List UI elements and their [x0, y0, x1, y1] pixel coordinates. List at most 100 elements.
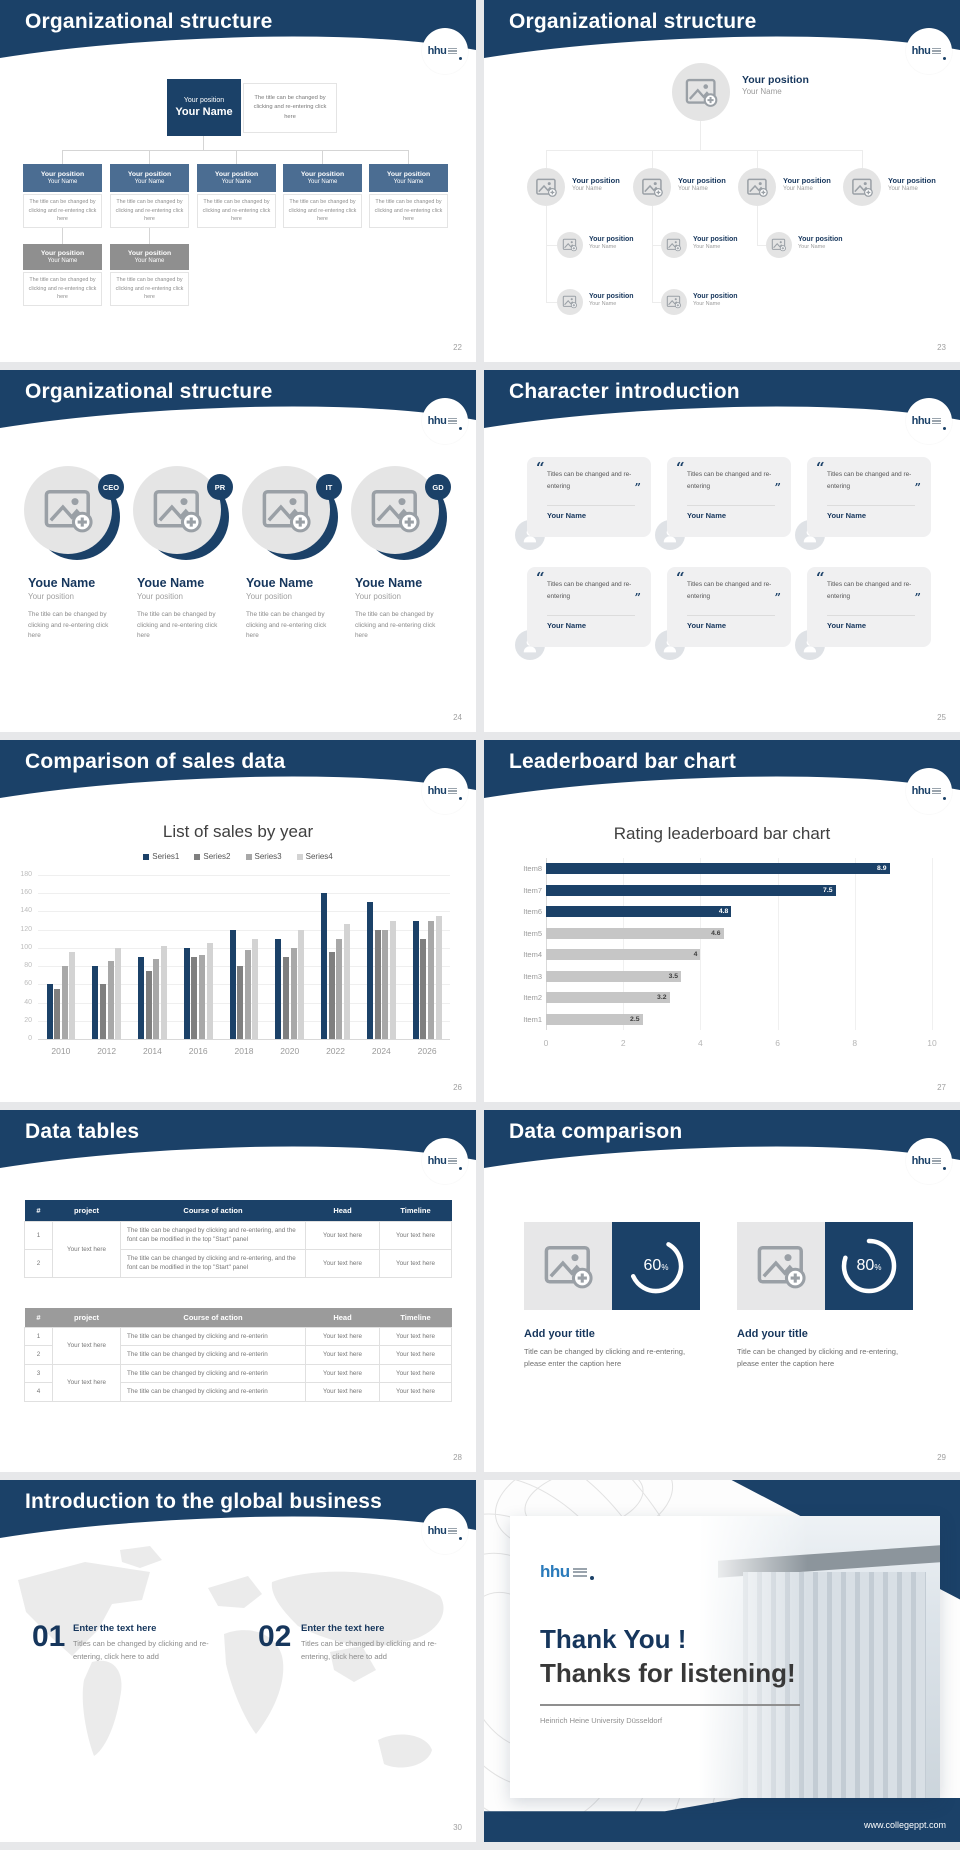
panel-title: Add your title	[737, 1328, 808, 1340]
person-label: Your position Your Name	[572, 176, 620, 192]
person-label: Your position Your Name	[693, 236, 738, 250]
y-category-label: Item1	[523, 1014, 542, 1024]
image-placeholder-box	[737, 1222, 825, 1310]
slide-thankyou-thumbnail[interactable]: hhu Thank You ! Thanks for listening! He…	[484, 1480, 960, 1842]
member-info: Youe Name Your position The title can be c…	[355, 576, 436, 640]
connector-line	[62, 150, 408, 151]
image-placeholder-icon	[542, 1240, 595, 1293]
table-row: 1 Your text here The title can be changed …	[24, 1221, 452, 1278]
thankyou-line1: Thank You !	[540, 1624, 687, 1654]
legend-swatch	[296, 853, 303, 860]
slide-26-thumbnail[interactable]: Comparison of sales data hhu List of sal…	[0, 740, 476, 1102]
person-label: Your position Your Name	[742, 74, 809, 96]
gridline	[38, 929, 450, 931]
bar-Series1	[229, 929, 236, 1039]
gridline	[38, 1020, 450, 1022]
bar-Item6	[546, 906, 732, 918]
bar-Item3	[546, 970, 682, 982]
hhu-logo: hhu	[422, 28, 468, 74]
image-placeholder-icon	[851, 176, 874, 199]
slide-number: 23	[937, 343, 946, 352]
slide-title: Data comparison	[509, 1120, 683, 1143]
y-tick-label: 180	[20, 871, 32, 878]
slide-number: 28	[453, 1453, 462, 1462]
gridline	[38, 1039, 450, 1040]
bar-Series1	[92, 966, 99, 1039]
header-wave	[484, 370, 960, 428]
image-placeholder-icon	[684, 75, 719, 110]
photo-placeholder-circle	[661, 232, 687, 258]
y-tick-label: 20	[24, 1016, 32, 1024]
bar-Series2	[99, 984, 106, 1039]
logo-dot	[943, 57, 947, 60]
slide-23-thumbnail[interactable]: Organizational structure hhu Your positi…	[484, 0, 960, 362]
x-tick-label: 2024	[371, 1046, 391, 1056]
connector-line	[757, 150, 758, 168]
org-box-gray: Your position Your Name	[23, 244, 102, 270]
gridline	[623, 858, 625, 1030]
x-tick-label: 2014	[142, 1046, 162, 1056]
legend-swatch	[194, 853, 201, 860]
open-quote-icon: “	[816, 569, 825, 587]
logo-text-lines	[932, 1157, 942, 1166]
connector-line	[546, 245, 557, 246]
close-quote-icon: ”	[914, 481, 921, 494]
org-box-gray: Your position Your Name	[110, 244, 189, 270]
divider	[540, 1704, 800, 1706]
org-box: Your position Your Name	[283, 164, 362, 192]
slide-title: Organizational structure	[25, 380, 273, 403]
bar-Item7	[546, 884, 836, 896]
photo-placeholder-circle	[661, 289, 687, 315]
bar-Series4	[344, 924, 350, 1039]
y-tick-label: 40	[24, 998, 32, 1006]
table-row: 3 Your text here The title can be changed …	[24, 1363, 452, 1402]
bar-Series1	[183, 947, 190, 1039]
connector-line	[236, 150, 237, 164]
logo-text-lines	[448, 1157, 458, 1166]
gridline	[38, 947, 450, 949]
hhu-logo: hhu	[906, 1138, 952, 1184]
slide-29-thumbnail[interactable]: Data comparison hhu 60% 80% Add your tit…	[484, 1110, 960, 1472]
slide-22-thumbnail[interactable]: Organizational structure hhu Your positi…	[0, 0, 476, 362]
connector-line	[546, 150, 547, 168]
org-box-caption: The title can be changed by clicking and…	[197, 194, 276, 228]
panel-caption: Title can be changed by clicking and re-…	[524, 1347, 686, 1368]
org-root-note: The title can be changed by clicking and…	[243, 83, 337, 133]
bar-Series4	[115, 947, 122, 1039]
slide-30-thumbnail[interactable]: Introduction to the global business hhu …	[0, 1480, 476, 1842]
x-tick-label: 2018	[234, 1046, 254, 1056]
org-box-caption: The title can be changed by clicking and…	[23, 272, 102, 306]
table-row: 1 Your text here The title can be changed …	[24, 1326, 452, 1365]
open-quote-icon: “	[676, 459, 685, 477]
value-label: 7.5	[823, 886, 833, 894]
bar-Series3	[336, 938, 343, 1039]
slide-27-thumbnail[interactable]: Leaderboard bar chart hhu Rating leaderb…	[484, 740, 960, 1102]
bar-Series3	[427, 920, 434, 1039]
image-placeholder-icon	[771, 237, 787, 253]
x-tick-label: 2020	[280, 1046, 300, 1056]
legend-swatch	[143, 853, 150, 860]
gridline	[38, 911, 450, 913]
website-link[interactable]: www.collegeppt.com	[863, 1820, 946, 1830]
y-tick-label: 160	[20, 889, 32, 897]
bar-Series1	[321, 893, 328, 1039]
quote-card: “Titles can be changed and re-entering” Y…	[667, 567, 791, 647]
step-caption: Titles can be changed by clicking and re…	[301, 1639, 437, 1662]
logo-dot	[943, 797, 947, 800]
slide-28-thumbnail[interactable]: Data tables hhu # project Course of acti…	[0, 1110, 476, 1472]
org-box: Your position Your Name	[110, 164, 189, 192]
slide-24-thumbnail[interactable]: Organizational structure hhu CEO PR IT G…	[0, 370, 476, 732]
logo-dot	[459, 57, 463, 60]
role-badge: PR	[207, 474, 233, 500]
photo-placeholder-circle	[557, 289, 583, 315]
y-tick-label: 100	[20, 943, 32, 951]
bar-Series1	[366, 902, 373, 1039]
y-category-label: Item5	[523, 928, 542, 938]
leaderboard-plot: 0 2 4 6 8 10 Item8 8.9 Item7 7.5 Item6 4.8 Item5 4.6 I…	[523, 858, 937, 1048]
photo-placeholder-circle	[672, 63, 730, 121]
bar-Series4	[435, 916, 442, 1039]
connector-line	[862, 150, 863, 168]
legend-item: Series2	[194, 852, 231, 861]
slide-25-thumbnail[interactable]: Character introduction hhu “Titles can b…	[484, 370, 960, 732]
campus-photo	[699, 1516, 940, 1798]
